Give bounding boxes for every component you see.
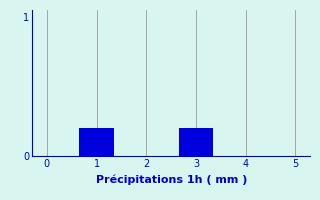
Bar [179, 128, 213, 156]
Bar [79, 128, 114, 156]
X-axis label: Précipitations 1h ( mm ): Précipitations 1h ( mm ) [95, 174, 247, 185]
